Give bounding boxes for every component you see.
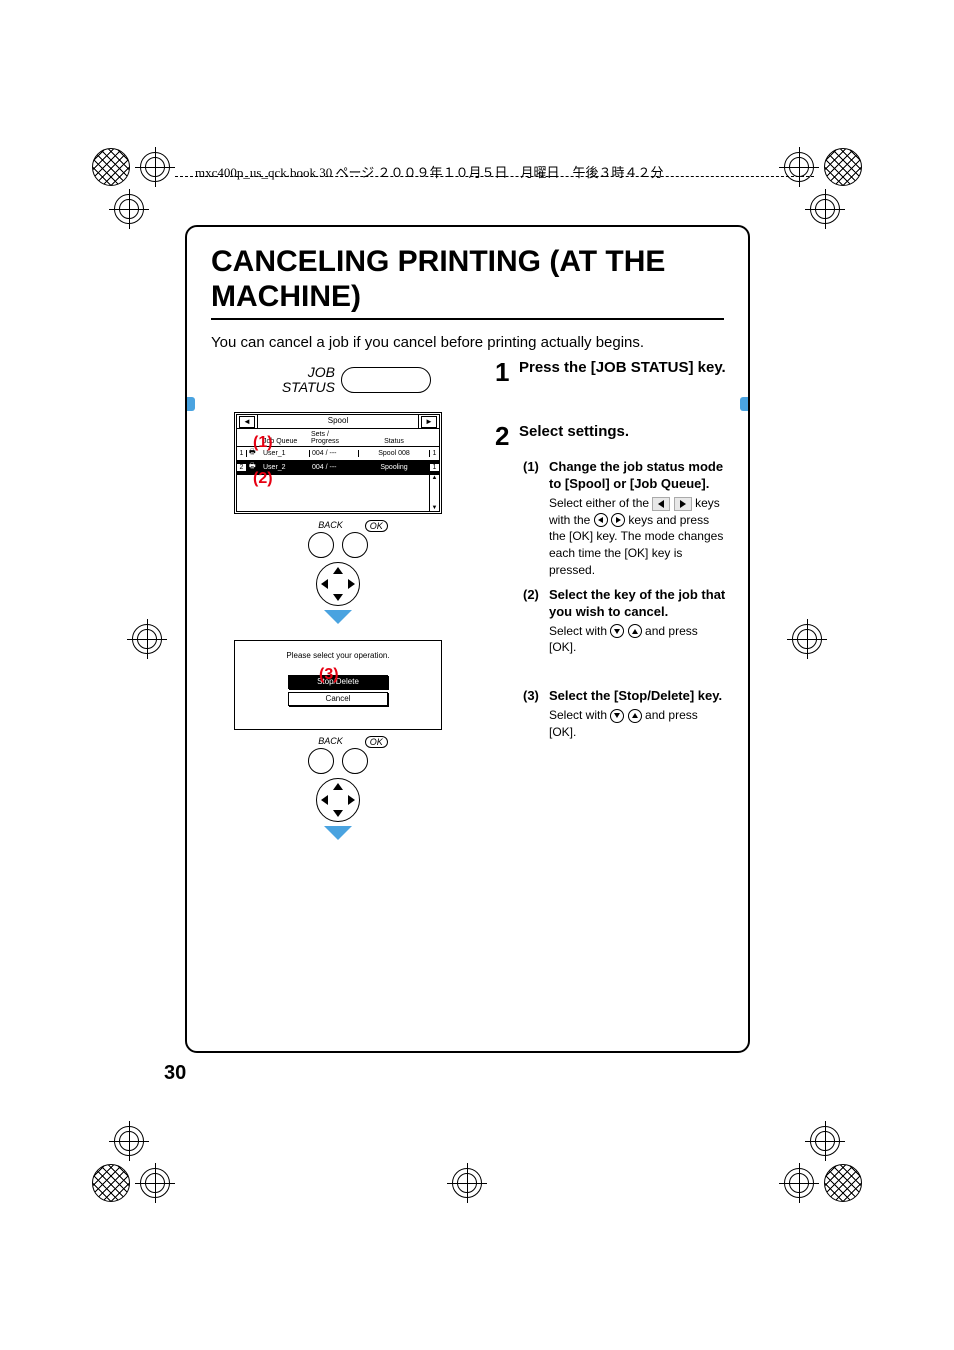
substep-3: (3) Select the [Stop/Delete] key.: [523, 688, 726, 705]
step-2: 2 Select settings.: [495, 423, 726, 449]
substep-3-index: (3): [523, 688, 549, 705]
instructions-column: 1 Press the [JOB STATUS] key. 2 Select s…: [471, 359, 734, 856]
ok-button-icon: [342, 532, 368, 558]
page-title: CANCELING PRINTING (AT THE MACHINE): [211, 245, 724, 320]
step-1-heading: Press the [JOB STATUS] key.: [519, 359, 726, 378]
substep-1-heading: Change the job status mode to [Spool] or…: [549, 459, 726, 493]
back-label: BACK: [318, 736, 343, 748]
step-2-heading: Select settings.: [519, 423, 629, 442]
right-circle-icon: [611, 513, 625, 527]
substep-3-heading: Select the [Stop/Delete] key.: [549, 688, 722, 705]
flow-arrow-icon: [324, 826, 352, 840]
callout-2: (2): [253, 470, 273, 488]
step-1: 1 Press the [JOB STATUS] key.: [495, 359, 726, 385]
callout-1: (1): [253, 434, 273, 452]
up-circle-icon: [628, 709, 642, 723]
job-status-key-diagram: JOB STATUS: [205, 365, 431, 394]
substep-1-index: (1): [523, 459, 549, 493]
dpad-icon: [316, 562, 360, 606]
substep-1-body: Select either of the keys with the keys …: [549, 495, 726, 579]
job-status-label-2: STATUS: [282, 379, 335, 395]
page-frame: CANCELING PRINTING (AT THE MACHINE) You …: [185, 225, 750, 1053]
callout-3: (3): [319, 666, 339, 684]
illustration-column: JOB STATUS ◄ Spool ►: [201, 359, 471, 856]
control-pad-1: BACK OK: [268, 520, 408, 606]
ok-label: OK: [365, 736, 388, 748]
ok-label: OK: [365, 520, 388, 532]
row1-status: Spool 008: [359, 450, 429, 457]
row2-index: 2: [237, 464, 247, 471]
left-arrow-key-icon: [652, 497, 670, 511]
flow-arrow-icon: [324, 610, 352, 624]
lcd-left-arrow-icon: ◄: [239, 416, 255, 428]
down-circle-icon: [610, 709, 624, 723]
lcd2-prompt: Please select your operation.: [235, 651, 441, 660]
row2-end: 1: [429, 464, 439, 471]
left-circle-icon: [594, 513, 608, 527]
header-text: mxc400p_us_qck.book 30 ページ ２００９年１０月５日 月曜…: [195, 162, 663, 181]
lcd-title: Spool: [257, 415, 419, 428]
ok-button-icon: [342, 748, 368, 774]
right-tab: [740, 397, 750, 411]
cancel-button: Cancel: [288, 692, 388, 706]
left-tab: [185, 397, 195, 411]
right-arrow-key-icon: [674, 497, 692, 511]
lcd-screen-2: Please select your operation. Stop/Delet…: [234, 640, 442, 730]
lcd-screen-1: ◄ Spool ► Job Queue Sets / Progress Stat…: [234, 412, 442, 514]
substep-1: (1) Change the job status mode to [Spool…: [523, 459, 726, 493]
control-pad-2: BACK OK: [268, 736, 408, 822]
substep-2-body: Select with and press [OK].: [549, 623, 726, 657]
job-status-button-icon: [341, 367, 431, 393]
dpad-icon: [316, 778, 360, 822]
down-circle-icon: [610, 624, 624, 638]
back-button-icon: [308, 532, 334, 558]
intro-text: You can cancel a job if you cancel befor…: [211, 334, 724, 351]
row2-status: Spooling: [359, 464, 429, 471]
scrollbar-icon: ▲▼: [429, 475, 439, 511]
row1-index: 1: [237, 450, 247, 457]
up-circle-icon: [628, 624, 642, 638]
row2-sets: 004 / ---: [309, 464, 359, 471]
page-number: 30: [164, 1062, 186, 1085]
substep-3-body: Select with and press [OK].: [549, 707, 726, 741]
col-status: Status: [359, 438, 429, 445]
job-status-label-1: JOB: [308, 364, 335, 380]
lcd-right-arrow-icon: ►: [421, 416, 437, 428]
back-button-icon: [308, 748, 334, 774]
step-1-number: 1: [495, 359, 519, 385]
back-label: BACK: [318, 520, 343, 532]
row1-end: 1: [429, 450, 439, 457]
substep-2-heading: Select the key of the job that you wish …: [549, 587, 726, 621]
substep-2-index: (2): [523, 587, 549, 621]
row1-sets: 004 / ---: [309, 450, 359, 457]
substep-2: (2) Select the key of the job that you w…: [523, 587, 726, 621]
col-sets: Sets / Progress: [309, 431, 359, 445]
step-2-number: 2: [495, 423, 519, 449]
